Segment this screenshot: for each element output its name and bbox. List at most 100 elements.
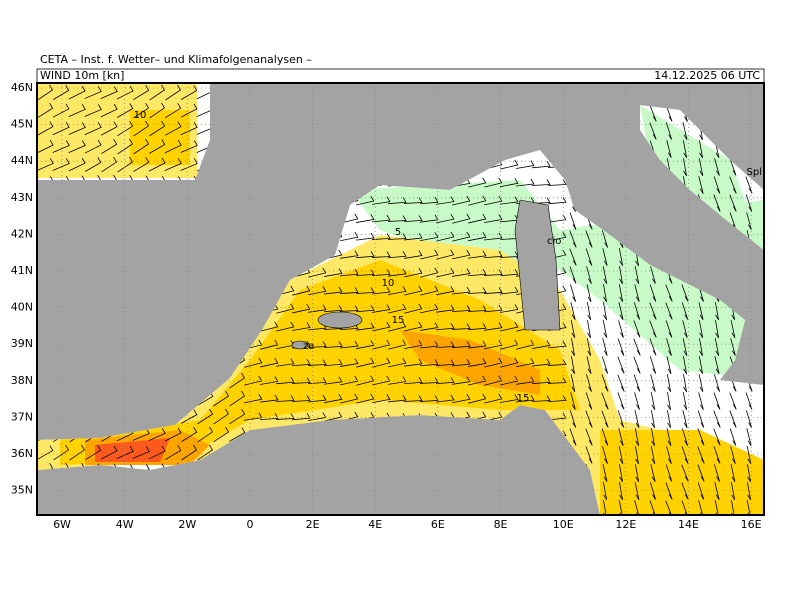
lat-label: 41N (11, 264, 33, 277)
wind-barb (100, 445, 118, 460)
wind-barb (649, 338, 657, 356)
wind-barb (197, 444, 213, 461)
wind-barb (324, 376, 343, 385)
wind-barb (602, 320, 608, 339)
wind-barb (618, 428, 624, 446)
wind-barb (715, 320, 719, 339)
wind-barb (372, 394, 391, 404)
wind-barb (68, 157, 86, 172)
wind-barb (420, 285, 439, 296)
wind-barb (388, 339, 407, 350)
wind-barb (649, 302, 657, 320)
lat-label: 37N (11, 410, 33, 423)
wind-barb (601, 374, 609, 392)
wind-barb (291, 359, 311, 367)
wind-barb (569, 230, 577, 248)
wind-barb (133, 120, 149, 137)
wind-barb (419, 377, 439, 384)
wind-barb (617, 392, 625, 410)
wind-barb (547, 377, 567, 384)
wind-barb (404, 250, 423, 259)
wind-barb (715, 302, 719, 321)
wind-barb (324, 286, 343, 295)
wind-barb (132, 446, 150, 459)
wind-barb (85, 445, 102, 461)
wind-barb (117, 156, 133, 173)
wind-barb (292, 322, 311, 331)
wind-barb (484, 214, 503, 223)
wind-barb (571, 338, 575, 357)
wind-barb (747, 464, 751, 483)
wind-barb (585, 392, 593, 410)
wind-barb (180, 122, 198, 136)
wind-barb (569, 266, 577, 284)
wind-barb (730, 464, 736, 482)
wind-barb (451, 341, 471, 348)
wind-barb (372, 304, 391, 313)
wind-barb (180, 140, 198, 153)
wind-barb (713, 410, 721, 428)
wind-barb (713, 392, 721, 410)
wind-barb (275, 395, 295, 402)
wind-barb (730, 320, 736, 339)
lon-label: 16E (741, 518, 762, 531)
wind-barb (603, 302, 607, 321)
wind-barb (516, 394, 535, 403)
lat-label: 40N (11, 301, 33, 314)
wind-barb (148, 445, 166, 460)
wind-barb (355, 287, 375, 294)
lat-label: 44N (11, 154, 33, 167)
wind-barb (602, 266, 608, 285)
wind-barb (307, 341, 327, 348)
wind-barb (436, 394, 455, 403)
wind-barb (372, 214, 391, 223)
wind-barb (275, 413, 295, 420)
wind-barb (420, 340, 439, 349)
wind-barb (37, 139, 54, 154)
wind-barb (586, 284, 592, 302)
wind-barb (745, 194, 753, 212)
wind-barb (372, 339, 391, 350)
wind-barb (618, 446, 624, 465)
wind-barb (500, 286, 519, 295)
wind-barb (634, 410, 640, 428)
wind-barb (650, 464, 656, 482)
wind-barb (340, 232, 359, 242)
wind-barb (698, 356, 704, 375)
wind-barb (276, 358, 295, 367)
wind-barb (323, 305, 343, 313)
wind-barb (452, 358, 471, 367)
wind-barb (585, 410, 593, 428)
wind-barb (649, 356, 657, 374)
wind-barb (467, 269, 487, 277)
wind-barb (682, 338, 688, 357)
wind-barb (452, 376, 471, 385)
wind-barb (618, 302, 624, 320)
wind-barb (436, 231, 455, 242)
wind-barb (388, 286, 407, 296)
wind-barb (586, 302, 592, 321)
wind-barb (633, 320, 641, 338)
wind-barb (100, 103, 118, 118)
wind-barb (164, 139, 182, 154)
wind-barb (571, 356, 575, 375)
wind-barb (681, 464, 689, 482)
wind-barb (148, 428, 166, 441)
wind-barb (372, 196, 391, 205)
wind-barb (133, 157, 150, 173)
wind-barb (634, 266, 640, 285)
wind-barb (403, 377, 423, 385)
wind-barb (516, 339, 535, 350)
wind-barb (665, 302, 673, 320)
wind-barb (729, 176, 737, 194)
wind-barb (548, 214, 567, 223)
wind-barb (164, 158, 182, 171)
wind-barb (601, 410, 609, 428)
wind-barb (665, 122, 673, 140)
wind-barb (650, 266, 656, 284)
wind-barb (666, 140, 672, 158)
wind-barb (404, 267, 423, 278)
wind-barb (666, 428, 672, 446)
wind-barb (403, 215, 423, 222)
lon-label: 0 (246, 518, 253, 531)
